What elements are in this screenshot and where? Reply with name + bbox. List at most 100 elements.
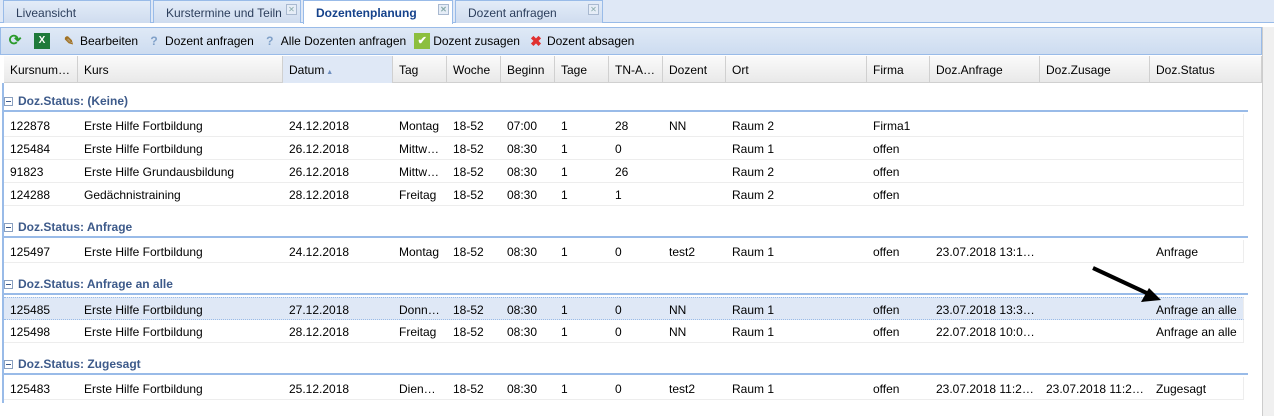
column-header[interactable]: Woche [447, 56, 501, 83]
group-header[interactable]: Doz.Status: (Keine) [4, 88, 1248, 112]
group-header[interactable]: Doz.Status: Anfrage [4, 214, 1248, 238]
column-header[interactable]: Dozent [663, 56, 726, 83]
cell-ort: Raum 2 [732, 165, 775, 179]
cell-beginn: 08:30 [507, 245, 538, 259]
check-icon: ✔ [414, 33, 431, 49]
table-row[interactable]: 122878 Erste Hilfe Fortbildung 24.12.2018 M… [4, 114, 1244, 137]
close-icon[interactable]: ✕ [588, 4, 599, 15]
ask-all-label: Alle Dozenten anfragen [280, 34, 407, 48]
cell-tna: 1 [615, 188, 622, 202]
cell-woche: 18-52 [453, 303, 484, 317]
table-row[interactable]: 125498 Erste Hilfe Fortbildung 28.12.2018 F… [4, 320, 1244, 343]
column-header[interactable]: Kursnum… [4, 56, 78, 83]
cell-ort: Raum 1 [732, 325, 775, 339]
grid-header: Kursnum… Kurs Datum ▲ Tag Woche Beginn Tage TN-… [4, 56, 1262, 83]
cell-firma: offen [873, 245, 900, 259]
ask-lecturer-button[interactable]: ? Dozent anfragen [146, 33, 253, 49]
column-header[interactable]: Kurs [78, 56, 283, 83]
tab-kurstermine[interactable]: Kurstermine und Teiln ✕ [153, 0, 301, 23]
cell-datum: 28.12.2018 [289, 325, 350, 339]
cell-firma: offen [873, 325, 900, 339]
column-header[interactable]: Tag [393, 56, 447, 83]
cell-tage: 1 [561, 119, 568, 133]
group-header[interactable]: Doz.Status: Zugesagt [4, 351, 1248, 375]
tab-dozent-anfragen[interactable]: Dozent anfragen ✕ [455, 0, 603, 23]
cell-tage: 1 [561, 142, 568, 156]
cell-kursnum: 125485 [10, 303, 51, 317]
column-header[interactable]: TN-A… [609, 56, 663, 83]
group-header[interactable]: Doz.Status: Anfrage an alle [4, 271, 1248, 295]
cell-ort: Raum 1 [732, 303, 775, 317]
table-row[interactable]: 124288 Gedächnistraining 28.12.2018 Freitag… [4, 183, 1244, 206]
cell-ort: Raum 1 [732, 245, 775, 259]
cell-woche: 18-52 [453, 119, 484, 133]
column-header-label: Woche [453, 63, 491, 77]
column-header[interactable]: Beginn [501, 56, 555, 83]
cell-kurs: Erste Hilfe Fortbildung [84, 142, 203, 156]
table-row[interactable]: 125483 Erste Hilfe Fortbildung 25.12.2018 D… [4, 377, 1244, 400]
collapse-icon[interactable] [4, 97, 13, 106]
column-header[interactable]: Tage [555, 56, 609, 83]
cell-dozstatus: Anfrage an alle [1156, 325, 1237, 339]
cell-kursnum: 125484 [10, 142, 51, 156]
cell-tna: 26 [615, 165, 629, 179]
refresh-button[interactable]: ⟳ [7, 33, 26, 49]
column-header-label: Firma [873, 63, 904, 77]
table-row[interactable]: 125484 Erste Hilfe Fortbildung 26.12.2018 M… [4, 137, 1244, 160]
tab-liveansicht[interactable]: Liveansicht [3, 0, 151, 23]
column-header[interactable]: Datum ▲ [283, 56, 393, 83]
column-header-label: Beginn [507, 63, 545, 77]
cell-tage: 1 [561, 382, 568, 396]
cell-kurs: Erste Hilfe Fortbildung [84, 119, 203, 133]
cell-tag: Mittw… [399, 142, 439, 156]
question-icon: ? [150, 34, 158, 48]
cell-kurs: Erste Hilfe Grundausbildung [84, 165, 235, 179]
column-header[interactable]: Doz.Anfrage [930, 56, 1040, 83]
cell-tage: 1 [561, 188, 568, 202]
cell-kursnum: 122878 [10, 119, 51, 133]
ask-all-button[interactable]: ? Alle Dozenten anfragen [262, 33, 406, 49]
table-row[interactable]: 91823 Erste Hilfe Grundausbildung 26.12.20… [4, 160, 1244, 183]
cell-beginn: 08:30 [507, 165, 538, 179]
collapse-icon[interactable] [4, 223, 13, 232]
cell-ort: Raum 1 [732, 382, 775, 396]
column-header[interactable]: Firma [867, 56, 930, 83]
edit-button[interactable]: ✎ Bearbeiten [61, 33, 138, 49]
cell-datum: 28.12.2018 [289, 188, 350, 202]
cell-datum: 25.12.2018 [289, 382, 350, 396]
question-icon: ? [266, 34, 274, 48]
cell-tage: 1 [561, 303, 568, 317]
cell-firma: offen [873, 382, 900, 396]
cancel-button[interactable]: ✖ Dozent absagen [528, 33, 634, 49]
cell-dozzusage: 23.07.2018 11:2… [1046, 382, 1144, 396]
cell-beginn: 08:30 [507, 325, 538, 339]
cell-kursnum: 124288 [10, 188, 51, 202]
tab-dozentenplanung[interactable]: Dozentenplanung ✕ [303, 0, 453, 24]
cell-tna: 0 [615, 245, 622, 259]
close-icon[interactable]: ✕ [438, 4, 449, 15]
cell-firma: offen [873, 142, 900, 156]
excel-icon: X [34, 33, 50, 49]
table-row[interactable]: 125497 Erste Hilfe Fortbildung 24.12.2018 M… [4, 240, 1244, 263]
column-header[interactable]: Doz.Status [1150, 56, 1262, 83]
collapse-icon[interactable] [4, 360, 13, 369]
cell-datum: 24.12.2018 [289, 245, 350, 259]
cell-beginn: 07:00 [507, 119, 538, 133]
cell-dozent: NN [669, 303, 687, 317]
cell-tag: Donn… [399, 303, 440, 317]
cell-tag: Montag [399, 119, 440, 133]
cell-ort: Raum 2 [732, 188, 775, 202]
cell-datum: 24.12.2018 [289, 119, 350, 133]
excel-export-button[interactable]: X [34, 33, 53, 49]
table-row[interactable]: 125485 Erste Hilfe Fortbildung 27.12.2018 D… [4, 297, 1244, 320]
edit-label: Bearbeiten [80, 34, 139, 48]
cell-tage: 1 [561, 325, 568, 339]
cell-kurs: Erste Hilfe Fortbildung [84, 245, 203, 259]
vertical-scrollbar[interactable] [1262, 27, 1274, 416]
close-icon[interactable]: ✕ [286, 4, 297, 15]
column-header[interactable]: Doz.Zusage [1040, 56, 1150, 83]
collapse-icon[interactable] [4, 280, 13, 289]
column-header[interactable]: Ort [726, 56, 867, 83]
confirm-button[interactable]: ✔ Dozent zusagen [414, 33, 520, 49]
column-header-label: Datum [289, 63, 325, 77]
